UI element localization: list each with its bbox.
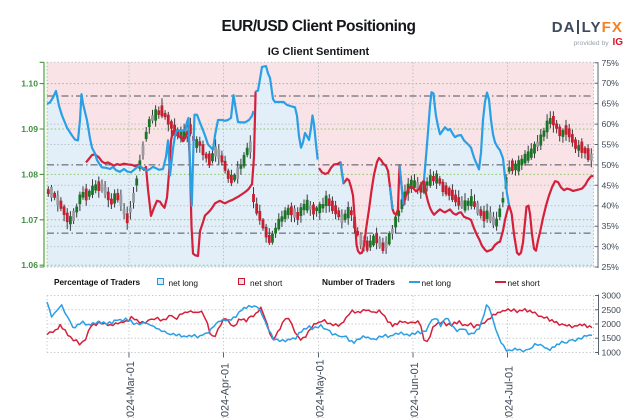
svg-text:2024-Mar-01: 2024-Mar-01 xyxy=(125,361,137,418)
svg-text:3000: 3000 xyxy=(602,291,621,301)
svg-text:1500: 1500 xyxy=(602,333,621,343)
svg-text:1.06: 1.06 xyxy=(21,260,38,270)
svg-text:1000: 1000 xyxy=(602,348,621,358)
svg-text:40%: 40% xyxy=(602,201,620,211)
svg-text:65%: 65% xyxy=(602,99,620,109)
svg-text:2500: 2500 xyxy=(602,305,621,315)
svg-text:75%: 75% xyxy=(602,58,620,68)
svg-text:25%: 25% xyxy=(602,262,620,272)
svg-text:55%: 55% xyxy=(602,140,620,150)
svg-text:2024-Jul-01: 2024-Jul-01 xyxy=(504,366,516,418)
svg-text:30%: 30% xyxy=(602,242,620,252)
svg-text:2000: 2000 xyxy=(602,319,621,329)
svg-text:50%: 50% xyxy=(602,160,620,170)
svg-text:70%: 70% xyxy=(602,78,620,88)
svg-text:60%: 60% xyxy=(602,119,620,129)
svg-text:35%: 35% xyxy=(602,221,620,231)
svg-text:1.07: 1.07 xyxy=(21,215,38,225)
svg-text:45%: 45% xyxy=(602,180,620,190)
svg-text:2024-Jun-01: 2024-Jun-01 xyxy=(409,362,421,418)
svg-text:2024-Apr-01: 2024-Apr-01 xyxy=(220,363,232,418)
svg-text:1.09: 1.09 xyxy=(21,124,38,134)
svg-text:2024-May-01: 2024-May-01 xyxy=(315,359,327,418)
svg-text:1.08: 1.08 xyxy=(21,169,38,179)
svg-text:1.10: 1.10 xyxy=(21,79,38,89)
